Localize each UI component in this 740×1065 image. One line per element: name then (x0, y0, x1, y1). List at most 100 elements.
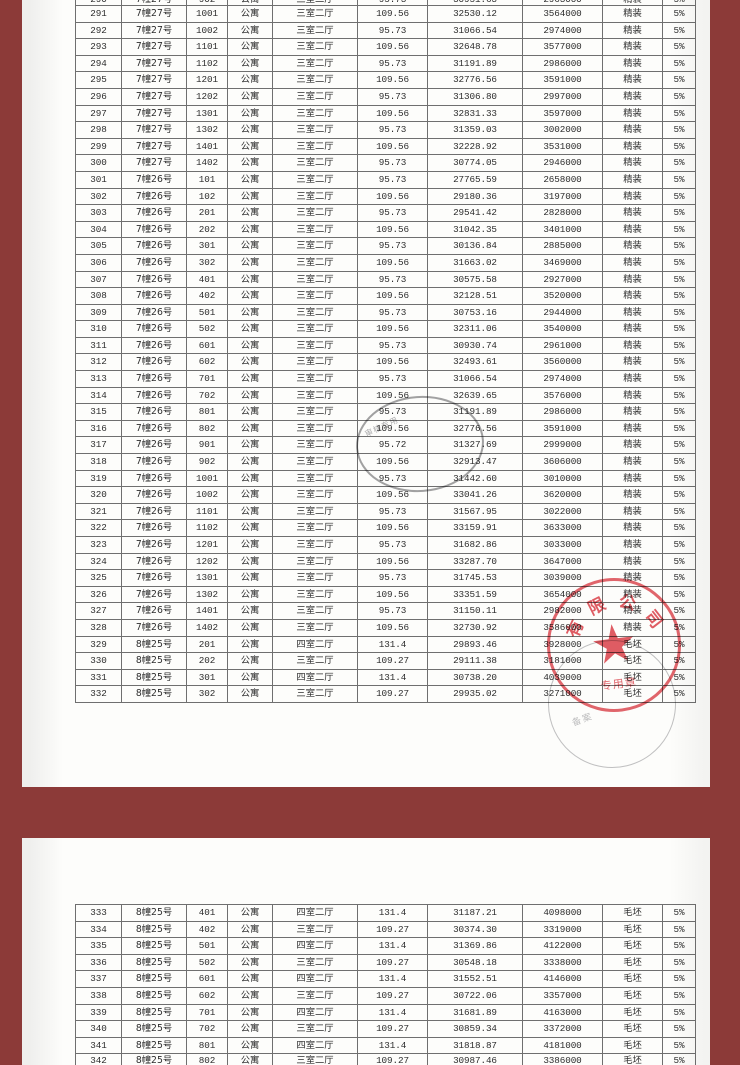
cell-rate: 5% (662, 668, 696, 687)
cell-lay: 三室二厅 (272, 536, 358, 554)
table-row: 305 7幢26号 301 公寓 三室二厅 95.73 30136.84 2885000 精装 5… (75, 237, 696, 255)
cell-lay: 四室二厅 (272, 1036, 358, 1055)
cell-unit: 1001 (186, 469, 228, 488)
cell-lay: 三室二厅 (272, 585, 358, 604)
cell-type: 公寓 (227, 1003, 273, 1022)
table-row: 339 8幢25号 701 公寓 四室二厅 131.4 31681.89 4163000 毛坯 5… (75, 1003, 696, 1022)
cell-bld: 7幢26号 (121, 386, 187, 405)
cell-rate: 5% (662, 38, 696, 56)
cell-unit: 801 (186, 1036, 228, 1055)
cell-bld: 7幢26号 (121, 370, 187, 388)
cell-rate: 5% (662, 220, 696, 239)
table-row: 320 7幢26号 1002 公寓 三室二厅 109.56 33041.26 3620000 精… (75, 486, 696, 504)
cell-bld: 7幢27号 (121, 38, 187, 56)
cell-area: 95.73 (357, 270, 428, 289)
cell-type: 公寓 (227, 1053, 273, 1065)
cell-area: 109.56 (357, 104, 428, 123)
cell-bld: 7幢27号 (121, 121, 187, 139)
cell-type: 公寓 (227, 635, 273, 654)
cell-rate: 5% (662, 87, 696, 106)
cell-rate: 5% (662, 303, 696, 322)
cell-bld: 8幢25号 (121, 970, 187, 988)
cell-lay: 三室二厅 (272, 618, 358, 637)
cell-unit: 901 (186, 436, 228, 455)
cell-unit: 1202 (186, 87, 228, 106)
cell-rate: 5% (662, 635, 696, 654)
cell-uprice: 30722.06 (427, 986, 523, 1005)
cell-area: 109.56 (357, 386, 428, 405)
cell-lay: 三室二厅 (272, 602, 358, 620)
table-row: 333 8幢25号 401 公寓 四室二厅 131.4 31187.21 4098000 毛坯 5… (75, 904, 696, 922)
cell-total: 3181000 (522, 652, 603, 670)
cell-bld: 7幢27号 (121, 21, 187, 40)
cell-seq: 324 (75, 552, 122, 571)
cell-deco: 精装 (602, 403, 663, 421)
cell-uprice: 32913.47 (427, 453, 523, 471)
cell-uprice: 31327.69 (427, 436, 523, 455)
cell-deco: 精装 (602, 353, 663, 372)
cell-uprice: 32776.56 (427, 71, 523, 89)
cell-lay: 三室二厅 (272, 1053, 358, 1065)
cell-rate: 5% (662, 1036, 696, 1055)
table-row: 337 8幢25号 601 公寓 四室二厅 131.4 31552.51 4146000 毛坯 5… (75, 970, 696, 988)
table-row: 323 7幢26号 1201 公寓 三室二厅 95.73 31682.86 3033000 精装… (75, 536, 696, 554)
cell-unit: 1201 (186, 536, 228, 554)
cell-deco: 精装 (602, 21, 663, 40)
cell-seq: 300 (75, 154, 122, 172)
cell-rate: 5% (662, 270, 696, 289)
cell-seq: 322 (75, 519, 122, 537)
cell-area: 109.27 (357, 1020, 428, 1038)
cell-area: 109.56 (357, 287, 428, 305)
cell-uprice: 29935.02 (427, 685, 523, 703)
cell-uprice: 31682.86 (427, 536, 523, 554)
table-row: 298 7幢27号 1302 公寓 三室二厅 95.73 31359.03 3002000 精装… (75, 121, 696, 139)
cell-deco: 精装 (602, 104, 663, 123)
cell-deco: 精装 (602, 320, 663, 338)
cell-bld: 7幢26号 (121, 237, 187, 255)
cell-unit: 1301 (186, 104, 228, 123)
cell-lay: 三室二厅 (272, 154, 358, 172)
cell-rate: 5% (662, 519, 696, 537)
cell-area: 109.56 (357, 71, 428, 89)
cell-seq: 337 (75, 970, 122, 988)
cell-total: 3033000 (522, 536, 603, 554)
document-page-1: 2907幢27号902公寓三室二厅95.7330951.632963000精装5… (22, 0, 710, 787)
cell-lay: 三室二厅 (272, 502, 358, 521)
cell-uprice: 31369.86 (427, 937, 523, 955)
cell-lay: 三室二厅 (272, 204, 358, 222)
cell-lay: 三室二厅 (272, 652, 358, 670)
cell-area: 95.73 (357, 121, 428, 139)
cell-lay: 三室二厅 (272, 1020, 358, 1038)
table-row: 302 7幢26号 102 公寓 三室二厅 109.56 29180.36 3197000 精装… (75, 187, 696, 206)
cell-unit: 101 (186, 170, 228, 189)
cell-uprice: 30548.18 (427, 953, 523, 972)
table-row: 306 7幢26号 302 公寓 三室二厅 109.56 31663.02 3469000 精装… (75, 253, 696, 272)
cell-deco: 精装 (602, 220, 663, 239)
cell-total: 2828000 (522, 204, 603, 222)
cell-lay: 三室二厅 (272, 920, 358, 939)
cell-lay: 三室二厅 (272, 287, 358, 305)
cell-area: 95.73 (357, 602, 428, 620)
cell-type: 公寓 (227, 154, 273, 172)
cell-lay: 三室二厅 (272, 87, 358, 106)
cell-bld: 7幢26号 (121, 436, 187, 455)
cell-bld: 8幢25号 (121, 652, 187, 670)
cell-total: 3010000 (522, 469, 603, 488)
cell-uprice: 33159.91 (427, 519, 523, 537)
cell-type: 公寓 (227, 270, 273, 289)
cell-deco: 精装 (602, 121, 663, 139)
cell-uprice: 31552.51 (427, 970, 523, 988)
cell-rate: 5% (662, 986, 696, 1005)
cell-area: 95.73 (357, 502, 428, 521)
cell-unit: 1102 (186, 54, 228, 73)
cell-unit: 602 (186, 353, 228, 372)
cell-deco: 精装 (602, 154, 663, 172)
cell-rate: 5% (662, 536, 696, 554)
cell-seq: 329 (75, 635, 122, 654)
cell-seq: 293 (75, 38, 122, 56)
cell-area: 109.56 (357, 38, 428, 56)
table-row: 300 7幢27号 1402 公寓 三室二厅 95.73 30774.05 2946000 精装… (75, 154, 696, 172)
cell-bld: 7幢26号 (121, 320, 187, 338)
cell-type: 公寓 (227, 618, 273, 637)
